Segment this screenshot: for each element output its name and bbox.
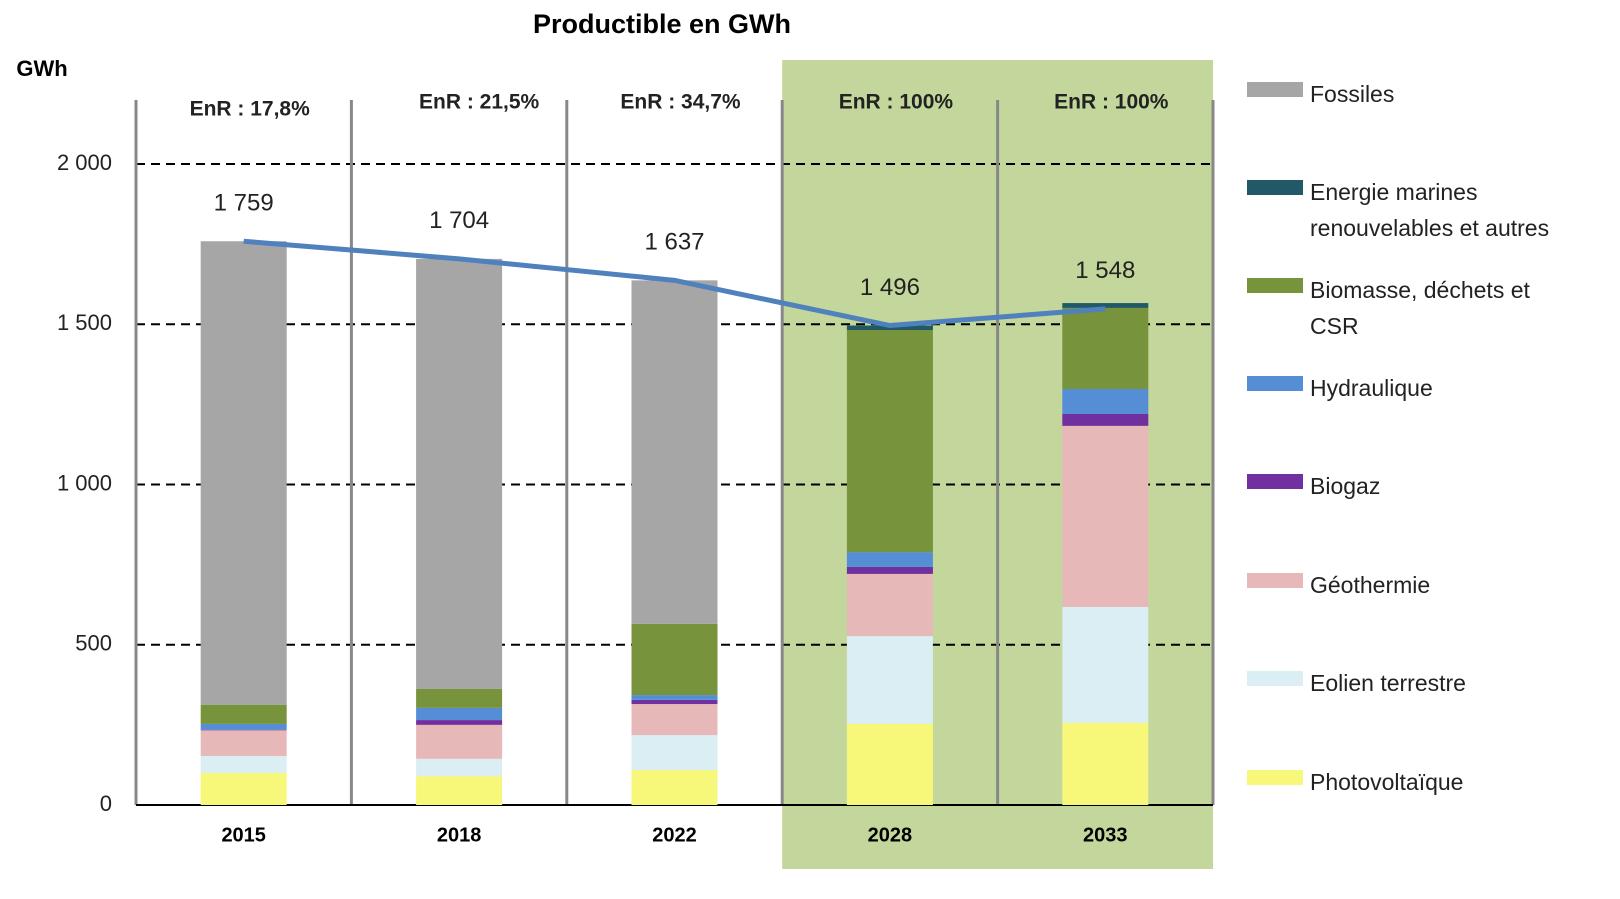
bar-segment	[416, 776, 503, 805]
bar-segment	[631, 704, 718, 736]
bar-segment	[1062, 606, 1149, 723]
x-tick-label: 2028	[868, 824, 913, 846]
legend-label: Photovoltaïque	[1310, 769, 1464, 795]
annotation: EnR : 34,7%	[620, 91, 741, 114]
bar-segment	[846, 636, 933, 724]
legend-swatch	[1247, 82, 1303, 97]
y-tick-label: 0	[100, 791, 112, 816]
legend-item: Biogaz	[1247, 468, 1577, 504]
bar-segment	[416, 720, 503, 725]
x-tick-label: 2018	[437, 824, 482, 846]
bar-segment	[1062, 425, 1149, 607]
bar-segment	[416, 758, 503, 777]
annotation: EnR : 21,5%	[419, 91, 540, 114]
bar-segment	[416, 688, 503, 708]
legend-item: Photovoltaïque	[1247, 764, 1577, 800]
legend-item: Géothermie	[1247, 567, 1577, 603]
bar-segment	[1062, 307, 1149, 389]
legend-item: Fossiles	[1247, 76, 1577, 112]
bar-segment	[846, 330, 933, 553]
legend-swatch	[1247, 671, 1303, 686]
value-label: 1 704	[429, 207, 489, 234]
bar-segment	[416, 258, 503, 689]
bar-segment	[846, 552, 933, 567]
legend-label: Biomasse, déchets et CSR	[1310, 277, 1530, 339]
y-tick-label: 1 500	[57, 310, 112, 335]
annotation: EnR : 100%	[1054, 91, 1169, 114]
bar-segment	[1062, 388, 1149, 414]
value-label: 1 637	[644, 229, 704, 256]
legend-swatch	[1247, 376, 1303, 391]
legend-swatch	[1247, 474, 1303, 489]
legend-item: Hydraulique	[1247, 370, 1577, 406]
legend-swatch	[1247, 770, 1303, 785]
bar-segment	[1062, 722, 1149, 805]
legend-label: Hydraulique	[1310, 375, 1433, 401]
legend-label: Energie marines renouvelables et autres	[1310, 179, 1550, 241]
bar-segment	[631, 695, 718, 700]
value-label: 1 759	[214, 190, 274, 217]
legend-item: Biomasse, déchets et CSR	[1247, 272, 1577, 344]
legend-label: Géothermie	[1310, 572, 1431, 598]
chart-title: Productible en GWh	[533, 9, 791, 39]
bar-segment	[846, 723, 933, 805]
bar-segment	[1062, 303, 1149, 308]
x-tick-label: 2015	[221, 824, 266, 846]
annotation: EnR : 17,8%	[190, 98, 311, 121]
bar-segment	[631, 280, 718, 624]
x-tick-label: 2033	[1083, 824, 1128, 846]
bar-segment	[846, 573, 933, 637]
legend-label: Biogaz	[1310, 473, 1381, 499]
y-tick-label: 2 000	[57, 150, 112, 175]
legend-swatch	[1247, 573, 1303, 588]
bar-segment	[200, 730, 287, 756]
bar-segment	[200, 755, 287, 773]
bar-segment	[846, 566, 933, 574]
value-label: 1 548	[1075, 257, 1135, 284]
total-line	[243, 238, 1106, 329]
bar-segment	[631, 623, 718, 696]
bar-segment	[200, 772, 287, 805]
y-axis-label: GWh	[16, 56, 67, 81]
bar-segment	[416, 724, 503, 759]
legend-swatch	[1247, 180, 1303, 195]
bar-segment	[631, 735, 718, 771]
bar-segment	[200, 704, 287, 724]
legend-label: Eolien terrestre	[1310, 670, 1466, 696]
value-label: 1 496	[860, 274, 920, 301]
bar-segment	[200, 241, 287, 705]
bar-segment	[416, 707, 503, 721]
annotation: EnR : 100%	[839, 91, 954, 114]
bar-segment	[631, 699, 718, 705]
legend-item: Eolien terrestre	[1247, 665, 1577, 701]
bar-segment	[200, 729, 287, 731]
legend-swatch	[1247, 278, 1303, 293]
bar-segment	[200, 723, 287, 730]
x-tick-label: 2022	[652, 824, 697, 846]
legend-item: Energie marines renouvelables et autres	[1247, 174, 1577, 246]
bar-segment	[631, 770, 718, 805]
y-tick-label: 500	[75, 631, 112, 656]
y-tick-label: 1 000	[57, 470, 112, 495]
chart: Productible en GWh GWh 0 500 1 000 1 500 2 0…	[16, 9, 1215, 869]
bar-segment	[1062, 413, 1149, 426]
legend-label: Fossiles	[1310, 81, 1395, 107]
